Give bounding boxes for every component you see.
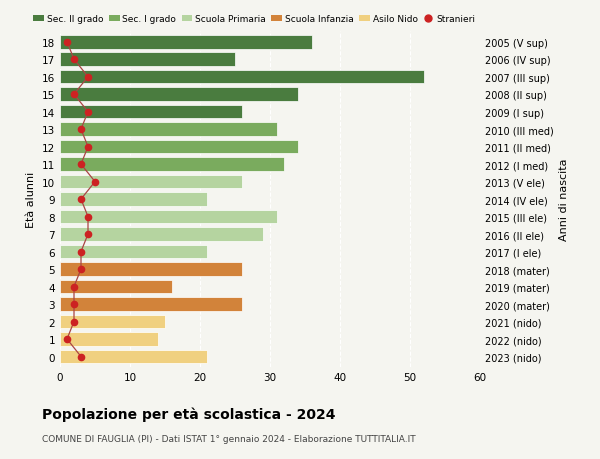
- Bar: [60, 175, 242, 189]
- Bar: [60, 350, 207, 364]
- Text: COMUNE DI FAUGLIA (PI) - Dati ISTAT 1° gennaio 2024 - Elaborazione TUTTITALIA.IT: COMUNE DI FAUGLIA (PI) - Dati ISTAT 1° g…: [42, 434, 416, 443]
- Bar: [60, 315, 165, 329]
- Bar: [60, 193, 207, 207]
- Bar: [60, 140, 298, 154]
- Bar: [60, 210, 277, 224]
- Bar: [60, 245, 207, 259]
- Y-axis label: Anni di nascita: Anni di nascita: [559, 158, 569, 241]
- Bar: [60, 106, 242, 119]
- Bar: [60, 123, 277, 137]
- Bar: [60, 263, 242, 276]
- Bar: [60, 53, 235, 67]
- Bar: [60, 71, 424, 84]
- Bar: [60, 332, 158, 346]
- Text: Popolazione per età scolastica - 2024: Popolazione per età scolastica - 2024: [42, 406, 335, 421]
- Bar: [60, 88, 298, 102]
- Legend: Sec. II grado, Sec. I grado, Scuola Primaria, Scuola Infanzia, Asilo Nido, Stran: Sec. II grado, Sec. I grado, Scuola Prim…: [33, 15, 475, 24]
- Bar: [60, 280, 172, 294]
- Bar: [60, 228, 263, 241]
- Bar: [60, 158, 284, 172]
- Bar: [60, 297, 242, 311]
- Y-axis label: Età alunni: Età alunni: [26, 172, 37, 228]
- Bar: [60, 36, 312, 50]
